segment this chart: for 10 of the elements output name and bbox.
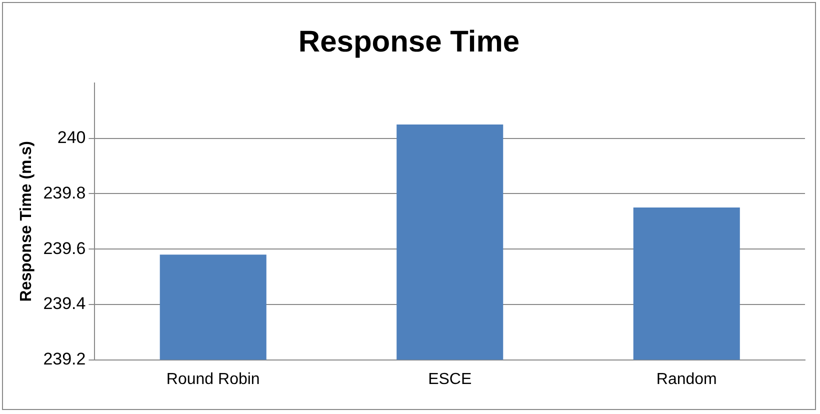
y-tick-label: 239.4 [43, 294, 86, 314]
y-tick-label: 239.8 [43, 183, 86, 202]
y-tick-label: 240 [57, 128, 86, 148]
x-tick-label: ESCE [428, 370, 472, 388]
x-tick-label: Random [656, 370, 717, 388]
y-axis-title: Response Time (m.s) [18, 141, 36, 302]
chart-title: Response Time [298, 25, 520, 58]
y-tick-label: 239.2 [43, 349, 86, 368]
y-tick-label: 239.6 [43, 238, 86, 258]
x-tick-label: Round Robin [166, 370, 260, 388]
